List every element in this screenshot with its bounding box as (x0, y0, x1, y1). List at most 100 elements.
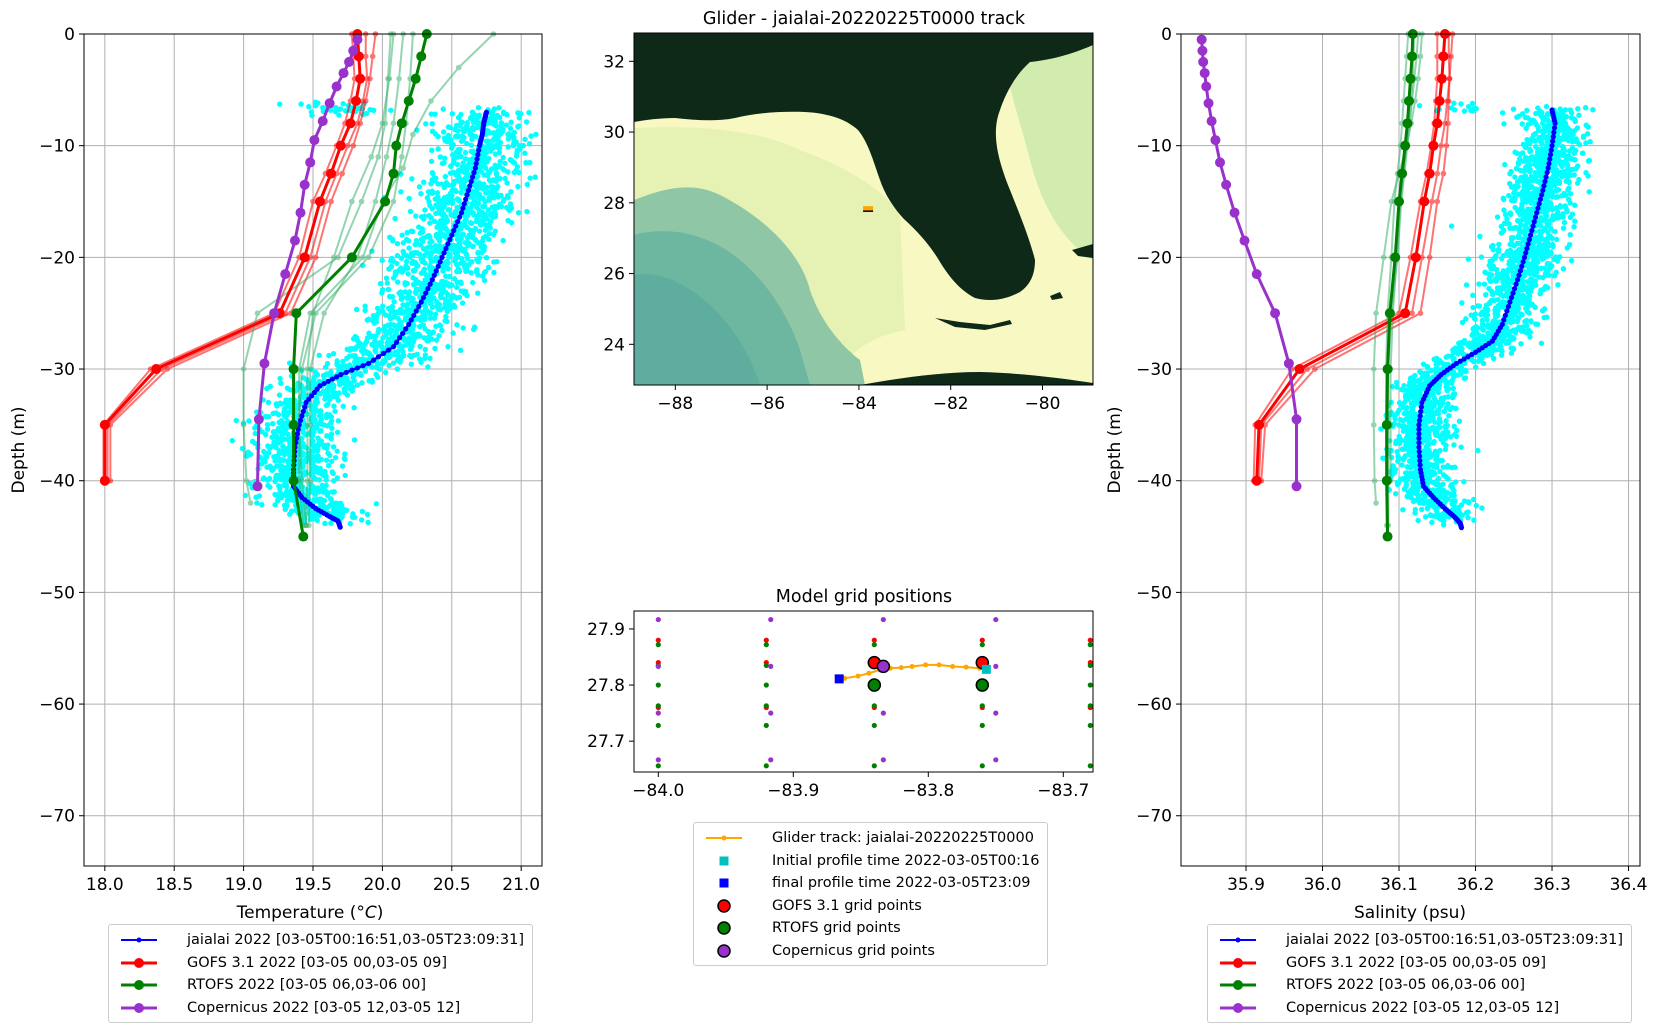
scatter-point (1475, 358, 1482, 364)
scatter-point (402, 289, 408, 295)
scatter-point (346, 363, 353, 369)
scatter-point (422, 207, 428, 213)
scatter-point (431, 248, 438, 254)
scatter-point (501, 110, 507, 117)
scatter-point (1424, 402, 1430, 408)
scatter-point (269, 434, 275, 440)
scatter-point (494, 130, 501, 136)
series-point (349, 198, 355, 205)
glider-point (1504, 308, 1510, 314)
y-tick-label: −30 (39, 360, 75, 380)
scatter-point (1433, 508, 1440, 514)
scatter-point (447, 190, 454, 197)
scatter-point (1391, 412, 1398, 418)
scatter-point (485, 264, 492, 271)
scatter-point (468, 192, 475, 199)
scatter-point (438, 291, 444, 298)
scatter-point (526, 109, 532, 116)
scatter-point (1439, 487, 1445, 493)
scatter-point (411, 331, 417, 338)
scatter-point (469, 209, 475, 216)
scatter-point (280, 464, 287, 471)
glider-point (1534, 210, 1540, 216)
scatter-point (1470, 496, 1477, 503)
scatter-point (393, 270, 399, 277)
scatter-point (1546, 199, 1552, 205)
glider-point (300, 408, 306, 415)
scatter-point (1501, 207, 1507, 213)
scatter-point (269, 421, 276, 427)
scatter-point (335, 418, 342, 424)
scatter-point (458, 189, 464, 196)
scatter-point (319, 471, 326, 478)
scatter-point (440, 268, 446, 274)
scatter-point (1528, 318, 1534, 324)
scatter-point (1463, 316, 1469, 322)
scatter-point (1528, 276, 1534, 282)
scatter-point (314, 448, 321, 454)
series-point (312, 254, 319, 261)
scatter-point (443, 313, 449, 320)
scatter-point (505, 193, 511, 200)
scatter-point (337, 381, 343, 388)
series-point (254, 310, 261, 316)
scatter-point (487, 178, 494, 184)
scatter-point (442, 233, 448, 239)
scatter-point (1537, 152, 1544, 158)
scatter-point (520, 142, 527, 149)
glider-point (1552, 120, 1558, 126)
scatter-point (470, 119, 477, 126)
scatter-point (478, 242, 485, 248)
scatter-point (1424, 499, 1430, 506)
scatter-point (442, 173, 449, 180)
scatter-point (1412, 473, 1418, 479)
series-point (335, 254, 341, 261)
scatter-point (1552, 228, 1558, 235)
scatter-point (490, 145, 496, 151)
x-tick-label: 18.0 (86, 875, 124, 895)
glider-point (411, 312, 417, 319)
scatter-point (239, 445, 246, 452)
scatter-point (1435, 360, 1442, 366)
glider-point (1550, 134, 1556, 140)
series-point (372, 198, 379, 205)
series-point (99, 419, 110, 430)
scatter-point (1519, 201, 1525, 207)
scatter-point (468, 220, 474, 226)
series-point (410, 131, 416, 138)
scatter-point (1485, 324, 1491, 330)
glider-point (333, 374, 340, 380)
scatter-point (1518, 341, 1524, 347)
scatter-point (341, 455, 348, 462)
scatter-point (1441, 518, 1447, 524)
series-point (355, 73, 366, 84)
scatter-point (405, 265, 411, 271)
glider-point (474, 156, 480, 162)
y-tick-label: −10 (39, 137, 75, 157)
scatter-point (1511, 335, 1517, 342)
y-tick-label: −40 (39, 472, 75, 492)
glider-point (390, 344, 397, 350)
scatter-point (428, 244, 434, 250)
scatter-point (334, 475, 341, 481)
scatter-point (1400, 387, 1407, 393)
scatter-point (394, 366, 401, 372)
scatter-point (482, 221, 488, 228)
scatter-point (441, 184, 447, 191)
scatter-point (502, 160, 508, 167)
series-point (338, 68, 349, 79)
scatter-point (1393, 379, 1400, 386)
scatter-point (279, 494, 285, 501)
scatter-point (406, 289, 413, 295)
scatter-point (1404, 427, 1410, 433)
scatter-point (492, 151, 499, 157)
scatter-point (351, 405, 357, 411)
glider-point (1551, 129, 1557, 135)
scatter-point (444, 217, 451, 224)
scatter-point (1559, 122, 1565, 129)
scatter-point (358, 348, 365, 354)
scatter-point (323, 391, 330, 398)
glider-point (297, 417, 304, 424)
glider-point (468, 178, 474, 185)
scatter-point (365, 519, 371, 526)
